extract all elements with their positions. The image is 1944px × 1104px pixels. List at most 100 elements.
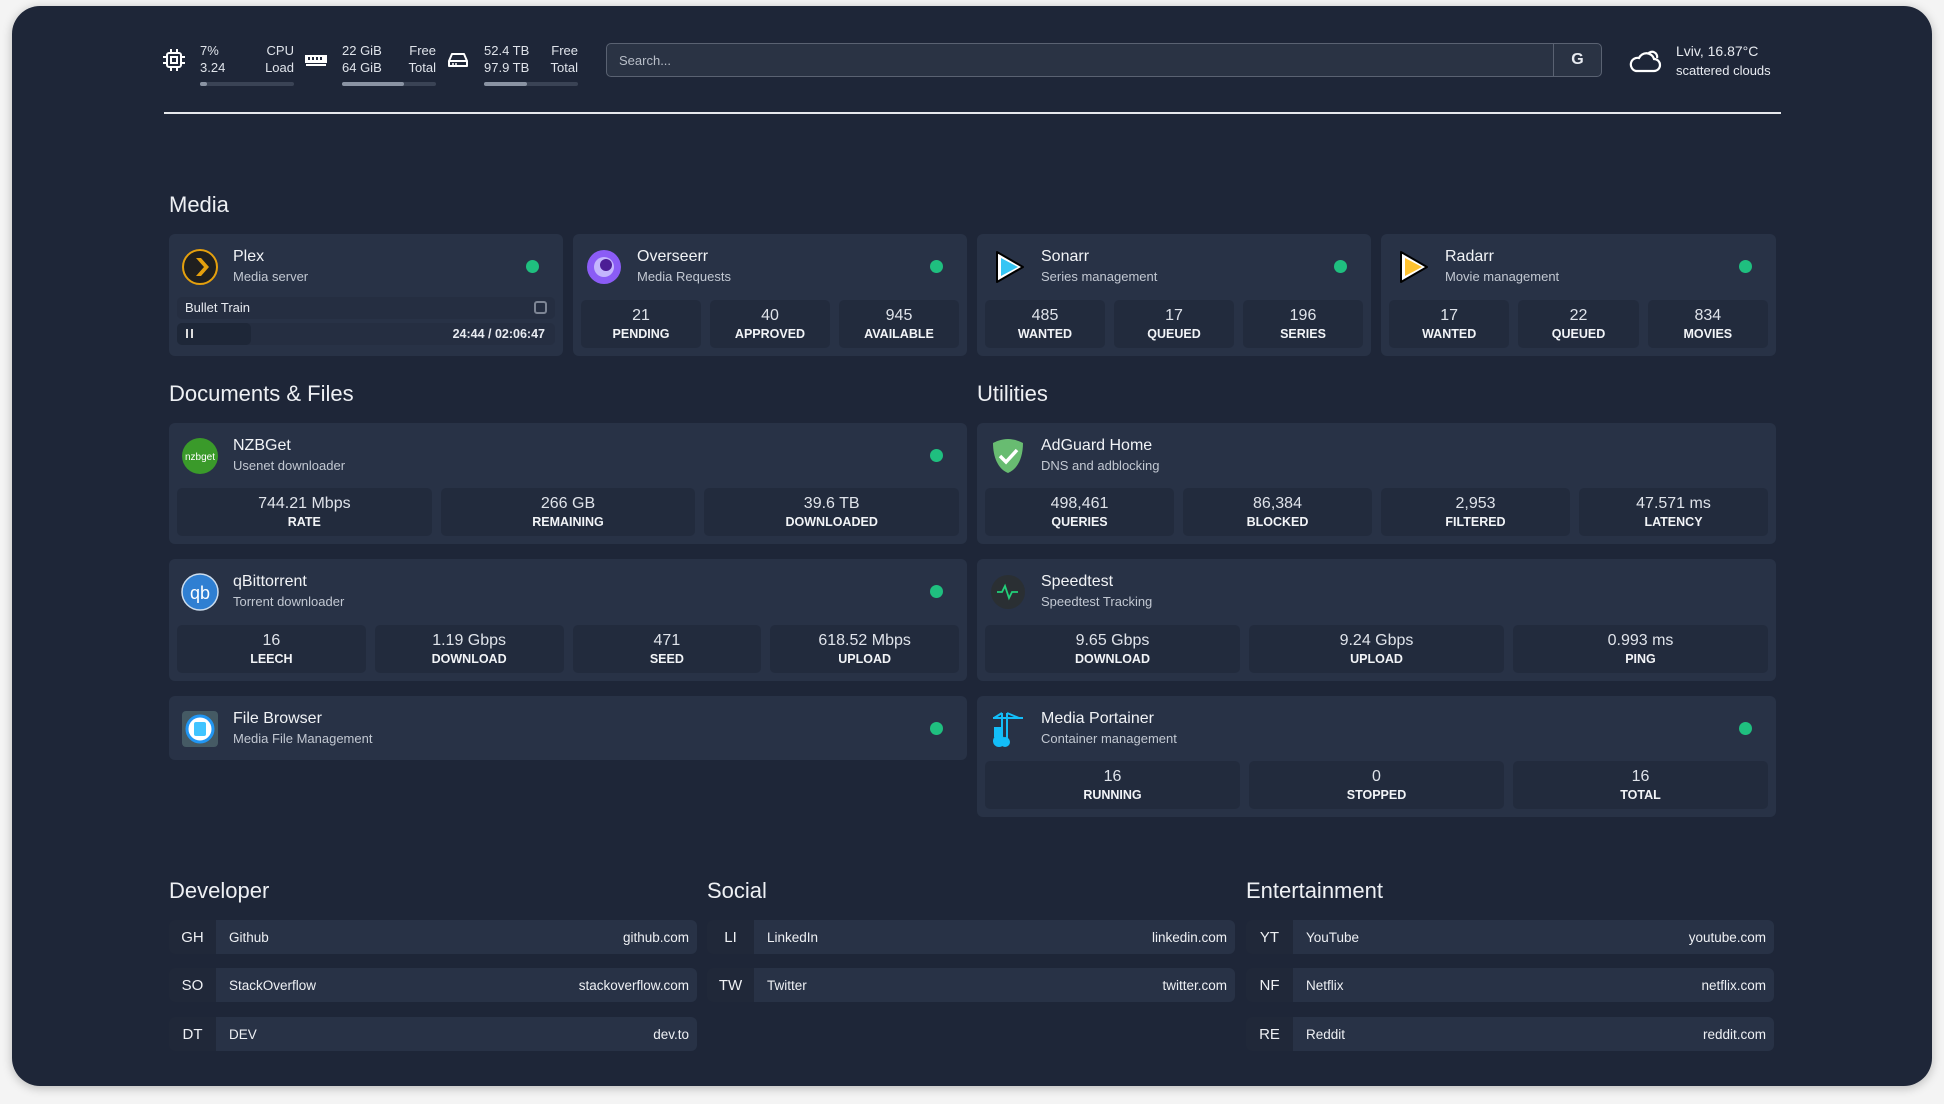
- sonarr-icon: [996, 251, 1024, 283]
- bookmark-stackoverflow[interactable]: SO StackOverflow stackoverflow.com: [169, 968, 697, 1002]
- stat-wanted: 485 WANTED: [985, 300, 1105, 348]
- stat-value: 21: [632, 307, 650, 324]
- status-indicator: [526, 260, 539, 273]
- stats-row: 744.21 Mbps RATE 266 GB REMAINING 39.6 TB DOW…: [177, 488, 960, 536]
- section-media: Media: [169, 192, 229, 217]
- bookmark-youtube[interactable]: YT YouTube youtube.com: [1246, 920, 1774, 954]
- total-label: Total: [408, 60, 436, 75]
- service-card-filebrowser[interactable]: File Browser Media File Management: [169, 696, 967, 760]
- playback-bar[interactable]: 24:44 / 02:06:47: [177, 323, 555, 345]
- service-card-portainer[interactable]: Media Portainer Container management 16 RUN…: [977, 696, 1776, 817]
- stat-value: 2,953: [1455, 495, 1496, 512]
- service-name: File Browser: [233, 710, 322, 727]
- service-card-radarr[interactable]: Radarr Movie management 17 WANTED 22 QUEUED 83…: [1381, 234, 1776, 356]
- bookmark-url: linkedin.com: [1151, 929, 1227, 945]
- cpu-label: CPU: [266, 43, 294, 58]
- bookmark-abbr: GH: [169, 920, 216, 954]
- stat-label: QUERIES: [1051, 515, 1108, 529]
- search-engine-button[interactable]: G: [1553, 44, 1601, 76]
- section-social: Social: [707, 878, 767, 903]
- bookmark-body[interactable]: Twitter twitter.com: [754, 968, 1235, 1002]
- qbittorrent-icon: qb: [181, 573, 219, 611]
- service-card-speedtest[interactable]: Speedtest Speedtest Tracking 9.65 Gbps DOWN…: [977, 559, 1776, 681]
- settings-icon[interactable]: [534, 301, 547, 314]
- service-card-qbittorrent[interactable]: qb qBittorrent Torrent downloader 16 LEECH 1.…: [169, 559, 967, 681]
- section-utilities: Utilities: [977, 381, 1048, 406]
- stat-value: 40: [761, 307, 779, 324]
- stat-value: 9.24 Gbps: [1339, 632, 1414, 649]
- search-input[interactable]: [607, 52, 1553, 68]
- stat-stopped: 0 STOPPED: [1249, 761, 1504, 809]
- status-indicator: [1334, 260, 1347, 273]
- pause-icon[interactable]: [186, 329, 193, 338]
- service-description: Speedtest Tracking: [1041, 594, 1153, 609]
- stat-value: 39.6 TB: [803, 495, 860, 512]
- stat-value: 16: [1103, 768, 1122, 785]
- stat-value: 22: [1569, 307, 1588, 324]
- service-name: Media Portainer: [1041, 710, 1154, 727]
- bookmark-body[interactable]: LinkedIn linkedin.com: [754, 920, 1235, 954]
- bookmark-name: Reddit: [1306, 1026, 1346, 1042]
- bookmark-abbr: TW: [707, 968, 754, 1002]
- stat-label: APPROVED: [734, 327, 806, 341]
- stat-blocked: 86,384 BLOCKED: [1183, 488, 1372, 536]
- bookmark-body[interactable]: Netflix netflix.com: [1293, 968, 1774, 1002]
- bookmark-body[interactable]: DEV dev.to: [216, 1017, 697, 1051]
- stat-label: MOVIES: [1683, 327, 1733, 341]
- total-label: Total: [550, 60, 578, 75]
- service-card-overseerr[interactable]: Overseerr Media Requests 21 PENDING 40 APPROV…: [573, 234, 967, 356]
- service-description: DNS and adblocking: [1041, 458, 1160, 473]
- stat-value: 1.19 Gbps: [432, 632, 507, 649]
- bookmark-dev[interactable]: DT DEV dev.to: [169, 1017, 697, 1051]
- bookmark-linkedin[interactable]: LI LinkedIn linkedin.com: [707, 920, 1235, 954]
- stat-label: AVAILABLE: [864, 327, 934, 341]
- bookmark-body[interactable]: Github github.com: [216, 920, 697, 954]
- stats-row: 17 WANTED 22 QUEUED 834 MOVIES: [1389, 300, 1768, 348]
- stat-download: 9.65 Gbps DOWNLOAD: [985, 625, 1240, 673]
- bookmark-url: reddit.com: [1702, 1026, 1766, 1042]
- stat-value: 17: [1440, 307, 1459, 324]
- service-card-sonarr[interactable]: Sonarr Series management 485 WANTED 17 QUEUED…: [977, 234, 1371, 356]
- bookmark-body[interactable]: Reddit reddit.com: [1293, 1017, 1774, 1051]
- stat-value: 618.52 Mbps: [818, 632, 911, 649]
- section-documents: Documents & Files: [169, 381, 354, 406]
- status-indicator: [1739, 260, 1752, 273]
- stat-label: WANTED: [1422, 327, 1477, 341]
- stat-label: PENDING: [612, 327, 670, 341]
- stat-label: LEECH: [250, 652, 293, 666]
- stats-row: 16 RUNNING 0 STOPPED 16 TOTAL: [985, 761, 1768, 809]
- bookmark-netflix[interactable]: NF Netflix netflix.com: [1246, 968, 1774, 1002]
- stat-label: FILTERED: [1445, 515, 1506, 529]
- service-name: Overseerr: [637, 248, 709, 265]
- bookmark-name: YouTube: [1306, 929, 1360, 945]
- service-name: NZBGet: [233, 437, 291, 454]
- stat-label: UPLOAD: [838, 652, 892, 666]
- stat-value: 47.571 ms: [1636, 495, 1711, 512]
- bookmark-github[interactable]: GH Github github.com: [169, 920, 697, 954]
- service-card-nzbget[interactable]: nzbget NZBGet Usenet downloader 744.21 Mbps…: [169, 423, 967, 544]
- stat-label: WANTED: [1017, 327, 1073, 341]
- bookmark-name: Twitter: [767, 977, 807, 993]
- bookmark-body[interactable]: StackOverflow stackoverflow.com: [216, 968, 697, 1002]
- status-indicator: [930, 585, 943, 598]
- stats-row: 485 WANTED 17 QUEUED 196 SERIES: [985, 300, 1363, 348]
- stat-label: SEED: [649, 652, 684, 666]
- section-entertainment: Entertainment: [1246, 878, 1383, 903]
- disk-bar: [484, 82, 578, 86]
- bookmark-twitter[interactable]: TW Twitter twitter.com: [707, 968, 1235, 1002]
- service-card-plex[interactable]: Plex Media server Bullet Train 24:44 / 02:0…: [169, 234, 563, 356]
- service-name: Plex: [233, 248, 265, 265]
- bookmark-reddit[interactable]: RE Reddit reddit.com: [1246, 1017, 1774, 1051]
- cpu-bar: [200, 82, 294, 86]
- service-description: Media server: [233, 269, 309, 284]
- bookmark-body[interactable]: YouTube youtube.com: [1293, 920, 1774, 954]
- svg-text:qb: qb: [190, 583, 210, 603]
- stat-available: 945 AVAILABLE: [839, 300, 959, 348]
- cloud-icon: [1629, 50, 1662, 73]
- bookmark-abbr: NF: [1246, 968, 1293, 1002]
- stat-total: 16 TOTAL: [1513, 761, 1768, 809]
- bookmark-url: dev.to: [653, 1026, 689, 1042]
- service-card-adguard[interactable]: AdGuard Home DNS and adblocking 498,461 QUE…: [977, 423, 1776, 544]
- stat-queued: 17 QUEUED: [1114, 300, 1234, 348]
- cpu-percent: 7%: [200, 43, 219, 58]
